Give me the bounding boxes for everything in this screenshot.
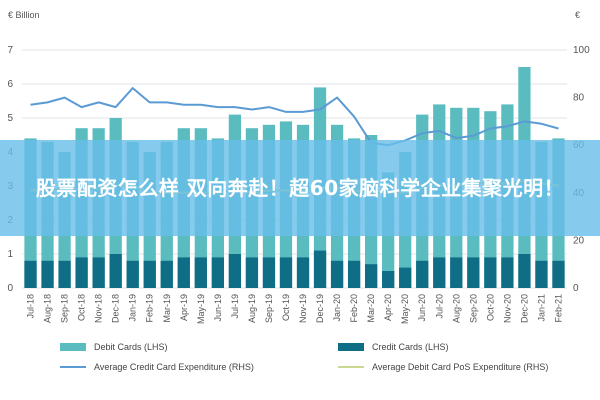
legend-item-credit-cards: Credit Cards (LHS) <box>338 342 449 352</box>
credit-card-bar <box>501 257 514 288</box>
x-axis-tick-label: Jul-20 <box>434 294 444 319</box>
legend-label-avg-debit-pos: Average Debit Card PoS Expenditure (RHS) <box>372 362 549 372</box>
credit-card-bar <box>296 257 310 288</box>
x-axis-tick-label: Jan-20 <box>332 294 342 322</box>
credit-card-bar <box>347 260 361 288</box>
x-axis-tick-label: Jul-18 <box>26 294 36 319</box>
legend-swatch-credit-cards <box>338 343 364 351</box>
left-axis-tick-label: 7 <box>7 45 13 56</box>
credit-card-bar <box>365 264 378 288</box>
credit-card-bar <box>399 267 412 288</box>
x-axis-tick-label: Aug-18 <box>43 294 53 323</box>
x-axis-tick-label: Aug-19 <box>247 294 257 323</box>
legend-swatch-avg-credit <box>60 366 86 368</box>
left-axis-tick-label: 1 <box>7 249 13 260</box>
legend-label-avg-credit: Average Credit Card Expenditure (RHS) <box>94 362 254 372</box>
x-axis-tick-label: Oct-19 <box>281 294 291 321</box>
right-axis-tick-label: 100 <box>573 45 590 56</box>
legend-swatch-debit-cards <box>60 343 86 351</box>
credit-card-bar <box>416 260 429 288</box>
x-axis-ticks: Jul-18 Aug-18 Sep-18 Oct-18 Nov-18 Dec-18 Jan-… <box>26 294 564 324</box>
x-axis-tick-label: Jun-20 <box>417 294 427 322</box>
credit-card-bar <box>467 257 480 288</box>
right-axis-unit: € <box>575 10 581 20</box>
x-axis-tick-label: Aug-20 <box>451 294 461 323</box>
left-axis-tick-label: 6 <box>7 79 13 90</box>
credit-card-bar <box>143 260 156 288</box>
x-axis-tick-label: Mar-20 <box>366 294 376 323</box>
credit-card-bar <box>450 257 463 288</box>
credit-card-bar <box>126 260 139 288</box>
x-axis-tick-label: Dec-18 <box>111 294 121 323</box>
right-axis-tick-label: 0 <box>573 283 579 294</box>
credit-card-bar <box>484 257 497 288</box>
x-axis-tick-label: Feb-20 <box>349 294 359 323</box>
x-axis-tick-label: Dec-19 <box>315 294 325 323</box>
x-axis-tick-label: Sep-18 <box>60 294 70 323</box>
credit-card-bar <box>109 254 122 288</box>
x-axis-tick-label: Oct-20 <box>485 294 495 321</box>
caption-banner: 股票配资怎么样 双向奔赴！超60家脑科学企业集聚光明！ <box>0 140 600 236</box>
x-axis-tick-label: May-20 <box>400 294 410 324</box>
credit-card-bar <box>552 260 565 288</box>
x-axis-tick-label: Apr-19 <box>179 294 189 321</box>
x-axis-tick-label: Apr-20 <box>383 294 393 321</box>
x-axis-tick-label: Sep-19 <box>264 294 274 323</box>
x-axis-tick-label: Feb-19 <box>145 294 155 323</box>
credit-card-bar <box>160 260 173 288</box>
legend-item-avg-credit: Average Credit Card Expenditure (RHS) <box>60 362 254 372</box>
credit-card-bar <box>228 254 242 288</box>
x-axis-tick-label: Dec-20 <box>519 294 529 323</box>
x-axis-tick-label: Oct-18 <box>77 294 87 321</box>
legend-label-credit-cards: Credit Cards (LHS) <box>372 342 449 352</box>
credit-card-bar <box>211 257 224 288</box>
credit-card-bar <box>245 257 259 288</box>
credit-card-bar <box>41 260 54 288</box>
x-axis-tick-label: Jan-19 <box>128 294 138 322</box>
x-axis-tick-label: Sep-20 <box>468 294 478 323</box>
legend-item-debit-cards: Debit Cards (LHS) <box>60 342 168 352</box>
credit-card-bar <box>382 271 395 288</box>
x-axis-tick-label: Jan-21 <box>536 294 546 322</box>
avg-credit-expenditure-line <box>30 87 559 147</box>
x-axis-tick-label: Nov-20 <box>502 294 512 323</box>
credit-card-bar <box>24 260 37 288</box>
left-axis-unit: € Billion <box>8 10 40 20</box>
credit-card-bar <box>92 257 105 288</box>
left-axis-tick-label: 0 <box>7 283 13 294</box>
left-axis-tick-label: 5 <box>7 113 13 124</box>
caption-text: 股票配资怎么样 双向奔赴！超60家脑科学企业集聚光明！ <box>35 176 565 200</box>
x-axis-tick-label: May-19 <box>196 294 206 324</box>
credit-card-bar <box>535 260 548 288</box>
right-axis-tick-label: 80 <box>573 93 585 104</box>
credit-card-bar <box>75 257 88 288</box>
x-axis-tick-label: Nov-18 <box>94 294 104 323</box>
credit-card-bar <box>330 260 344 288</box>
credit-card-bar <box>194 257 207 288</box>
credit-card-bar <box>262 257 276 288</box>
x-axis-tick-label: Mar-19 <box>162 294 172 323</box>
credit-card-bar <box>518 254 531 288</box>
x-axis-tick-label: Jun-19 <box>213 294 223 322</box>
x-axis-tick-label: Nov-19 <box>298 294 308 323</box>
credit-card-bar <box>433 257 446 288</box>
x-axis-tick-label: Feb-21 <box>553 294 563 323</box>
x-axis-tick-label: Jul-19 <box>230 294 240 319</box>
credit-card-bar <box>313 250 327 288</box>
credit-card-bar <box>58 260 71 288</box>
legend-item-avg-debit-pos: Average Debit Card PoS Expenditure (RHS) <box>338 362 548 372</box>
credit-card-bar <box>279 257 293 288</box>
credit-card-bar <box>177 257 190 288</box>
right-axis-tick-label: 20 <box>573 235 585 246</box>
legend-swatch-avg-debit-pos <box>338 366 364 368</box>
legend-label-debit-cards: Debit Cards (LHS) <box>94 342 168 352</box>
